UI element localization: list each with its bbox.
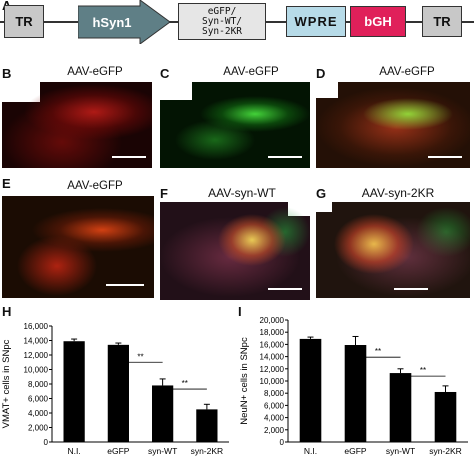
panel-label-d: D (316, 66, 326, 81)
panel-label-c: C (160, 66, 170, 81)
micrograph-f-title: AAV-syn-WT (208, 186, 276, 200)
micrograph-e-title: AAV-eGFP (67, 180, 123, 192)
scale-bar-d (428, 156, 462, 158)
y-tick-label: 8,000 (264, 389, 285, 398)
micrograph-c-green-egfp (160, 82, 310, 168)
y-tick-label: 12,000 (24, 351, 49, 360)
y-axis-label: VMAT+ cells in SNpc (1, 339, 12, 428)
y-tick-label: 8,000 (28, 380, 49, 389)
insert-label-egfp: eGFP/ (207, 5, 237, 17)
y-tick-label: 0 (280, 438, 285, 447)
y-tick-label: 2,000 (264, 426, 285, 435)
bgh-box: bGH (350, 6, 406, 37)
tr-right-box: TR (422, 6, 462, 37)
y-tick-label: 16,000 (260, 340, 285, 349)
micrograph-b-title: AAV-eGFP (67, 66, 123, 78)
micrograph-g-merge (316, 202, 470, 298)
chart-h-vmat-bar-chart: VMAT+ cells in SNpc 0 2,000 4,000 6,000 8,000… (1, 322, 229, 456)
bar-egfp (107, 344, 129, 442)
x-tick-label: syn-2KR (191, 446, 224, 456)
wpre-box: WPRE (286, 6, 346, 37)
insert-label-syn-wt: Syn-WT/ (201, 15, 243, 27)
significance-stars: ** (182, 379, 188, 388)
y-tick-label: 12,000 (260, 365, 285, 374)
y-tick-label: 10,000 (260, 377, 285, 386)
significance-stars: ** (137, 352, 143, 361)
micrograph-c-title: AAV-eGFP (223, 66, 279, 78)
y-tick-label: 0 (44, 438, 49, 447)
y-axis-label: NeuN+ cells in SNpc (239, 337, 250, 425)
hsyn1-promoter-arrow: hSyn1 (78, 0, 171, 44)
micrograph-b-red-tdtomato (2, 82, 152, 168)
y-tick-label: 4,000 (264, 414, 285, 423)
chart-i-neun-bar-chart: NeuN+ cells in SNpc 0 2,000 4,000 6,000 8,000… (239, 316, 468, 456)
micrograph-f-merge (160, 202, 310, 300)
x-tick-label: N.I. (68, 446, 81, 456)
bar-n-i- (299, 338, 322, 442)
x-tick-label: eGFP (107, 446, 130, 456)
panel-label-g: G (316, 186, 327, 201)
micrograph-d-title: AAV-eGFP (379, 66, 435, 78)
insert-label-syn-2kr: Syn-2KR (201, 25, 243, 37)
scale-bar-e (106, 284, 144, 286)
y-tick-label: 14,000 (260, 353, 285, 362)
y-tick-label: 6,000 (264, 401, 285, 410)
scale-bar-c (268, 156, 302, 158)
bar-n-i- (63, 341, 85, 442)
y-tick-label: 10,000 (24, 366, 49, 375)
x-tick-label: eGFP (344, 446, 367, 456)
tr-left-box: TR (4, 5, 44, 38)
micrograph-g-title: AAV-syn-2KR (361, 186, 435, 200)
panel-label-i: I (238, 304, 242, 319)
panel-label-e: E (2, 176, 11, 191)
x-tick-label: syn-2KR (429, 446, 462, 456)
y-tick-label: 20,000 (260, 316, 285, 325)
scale-bar-g (394, 288, 428, 290)
scale-bar-b (112, 156, 146, 158)
y-tick-label: 6,000 (28, 395, 49, 404)
x-tick-label: syn-WT (148, 446, 177, 456)
bar-syn-wt (389, 373, 412, 442)
panel-label-h: H (2, 304, 12, 319)
y-tick-label: 4,000 (28, 409, 49, 418)
significance-stars: ** (420, 366, 426, 375)
bar-syn-2kr (196, 409, 218, 442)
y-tick-label: 2,000 (28, 424, 49, 433)
significance-stars: ** (375, 347, 381, 356)
panel-label-b: B (2, 66, 12, 81)
panel-label-f: F (160, 186, 168, 201)
x-tick-label: syn-WT (386, 446, 415, 456)
y-tick-label: 18,000 (260, 328, 285, 337)
hsyn1-label: hSyn1 (92, 15, 131, 30)
bar-syn-2kr (434, 391, 457, 442)
y-tick-label: 16,000 (24, 322, 49, 331)
x-tick-label: N.I. (304, 446, 317, 456)
micrograph-d-merge (316, 82, 470, 168)
bar-egfp (344, 345, 367, 442)
insert-box: eGFP/ Syn-WT/ Syn-2KR (178, 3, 266, 40)
scale-bar-f (268, 288, 302, 290)
bar-syn-wt (152, 385, 174, 442)
y-tick-label: 14,000 (24, 337, 49, 346)
micrograph-e-merge (2, 196, 154, 298)
